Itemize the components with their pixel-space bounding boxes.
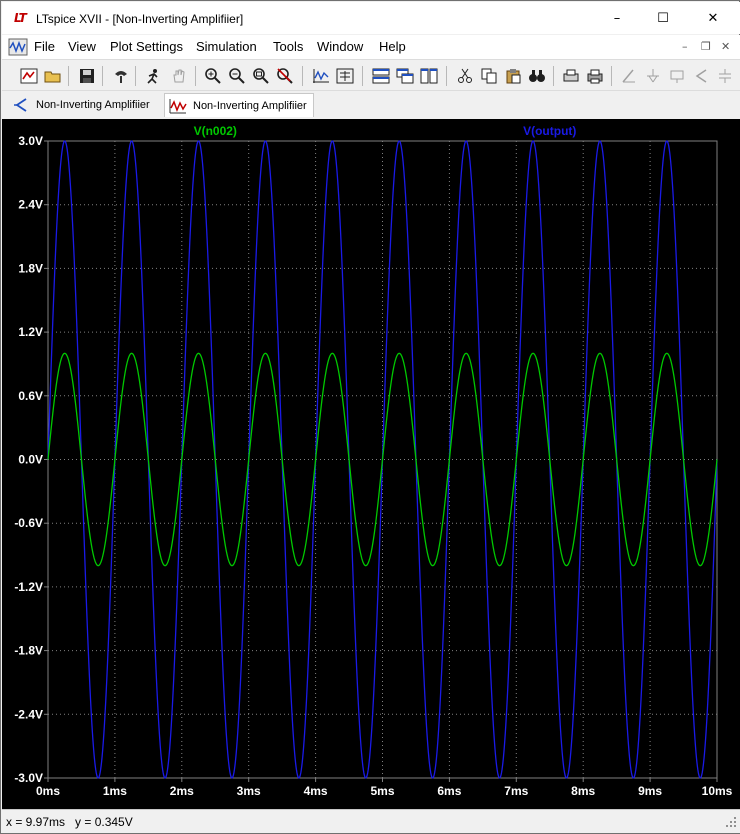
mdi-minimize-button[interactable]: – bbox=[682, 40, 688, 53]
y-tick-label: 2.4V bbox=[18, 198, 43, 212]
toolbar-separator bbox=[135, 66, 136, 86]
x-tick-label: 3ms bbox=[237, 784, 261, 798]
toolbar bbox=[2, 59, 740, 91]
trace-label-v-output: V(output) bbox=[523, 124, 576, 138]
toolbar-separator bbox=[611, 66, 612, 86]
y-tick-label: 1.8V bbox=[18, 261, 43, 275]
maximize-button[interactable]: ☐ bbox=[657, 10, 669, 26]
window-title: LTspice XVII - [Non-Inverting Amplifiier… bbox=[36, 12, 244, 26]
y-tick-label: -2.4V bbox=[14, 707, 43, 721]
minimize-button[interactable]: – bbox=[613, 10, 621, 26]
y-tick-label: 0.0V bbox=[18, 453, 43, 467]
x-tick-label: 0ms bbox=[36, 784, 60, 798]
x-tick-label: 10ms bbox=[702, 784, 733, 798]
mdi-restore-button[interactable]: ❐ bbox=[701, 40, 711, 53]
series-line-v-n002 bbox=[47, 352, 718, 567]
run-icon[interactable] bbox=[142, 66, 164, 86]
mdi-close-button[interactable]: ✕ bbox=[721, 40, 731, 53]
paste-icon[interactable] bbox=[502, 66, 524, 86]
menu-plot-settings[interactable]: Plot Settings bbox=[110, 39, 183, 54]
trace-label-v-n002: V(n002) bbox=[194, 124, 237, 138]
status-bar: x = 9.97ms y = 0.345V bbox=[2, 809, 740, 833]
x-tick-label: 6ms bbox=[437, 784, 461, 798]
ltspice-logo-icon: LT bbox=[14, 11, 27, 25]
menu-simulation[interactable]: Simulation bbox=[196, 39, 257, 54]
x-tick-label: 4ms bbox=[304, 784, 328, 798]
menu-help[interactable]: Help bbox=[379, 39, 406, 54]
title-bar: LT LTspice XVII - [Non-Inverting Amplifi… bbox=[2, 2, 740, 34]
menu-view[interactable]: View bbox=[68, 39, 96, 54]
toolbar-separator bbox=[68, 66, 69, 86]
toolbar-separator bbox=[195, 66, 196, 86]
resistor-icon[interactable] bbox=[714, 66, 736, 86]
find-icon[interactable] bbox=[526, 66, 548, 86]
zoom-cancel-icon[interactable] bbox=[274, 66, 296, 86]
menu-file[interactable]: File bbox=[34, 39, 55, 54]
waveform-chart[interactable]: 0ms 1ms 2ms 3ms 4ms 5ms 6ms 7ms 8ms 9ms 10ms 3.0V 2.… bbox=[2, 119, 740, 809]
y-tick-label: 0.6V bbox=[18, 389, 43, 403]
resize-grip-icon[interactable] bbox=[725, 816, 737, 828]
waveform-icon bbox=[169, 98, 187, 114]
toolbar-separator bbox=[446, 66, 447, 86]
component-icon[interactable] bbox=[690, 66, 712, 86]
save-icon[interactable] bbox=[76, 66, 98, 86]
y-tick-label: -0.6V bbox=[14, 516, 43, 530]
tab-label: Non-Inverting Amplifiier bbox=[193, 99, 307, 112]
wire-icon[interactable] bbox=[618, 66, 640, 86]
schematic-icon bbox=[12, 97, 30, 113]
x-tick-label: 5ms bbox=[370, 784, 394, 798]
y-tick-label: 1.2V bbox=[18, 325, 43, 339]
document-waveform-icon[interactable] bbox=[8, 38, 28, 56]
toolbar-separator bbox=[362, 66, 363, 86]
toolbar-separator bbox=[553, 66, 554, 86]
schematic-new-icon[interactable] bbox=[18, 66, 40, 86]
tab-waveform[interactable]: Non-Inverting Amplifiier bbox=[164, 93, 314, 117]
zoom-in-icon[interactable] bbox=[202, 66, 224, 86]
zoom-fit-icon[interactable] bbox=[250, 66, 272, 86]
x-tick-label: 8ms bbox=[571, 784, 595, 798]
open-folder-icon[interactable] bbox=[42, 66, 64, 86]
y-tick-label: -3.0V bbox=[14, 771, 43, 785]
x-tick-label: 7ms bbox=[504, 784, 528, 798]
label-icon[interactable] bbox=[666, 66, 688, 86]
print-icon[interactable] bbox=[584, 66, 606, 86]
copy-icon[interactable] bbox=[478, 66, 500, 86]
control-panel-icon[interactable] bbox=[110, 66, 132, 86]
tile-horizontal-icon[interactable] bbox=[370, 66, 392, 86]
y-tick-label: -1.8V bbox=[14, 644, 43, 658]
y-tick-label: 3.0V bbox=[18, 134, 43, 148]
x-tick-label: 1ms bbox=[103, 784, 127, 798]
menu-tools[interactable]: Tools bbox=[273, 39, 304, 54]
tile-vertical-icon[interactable] bbox=[418, 66, 440, 86]
pan-hand-icon[interactable] bbox=[168, 66, 190, 86]
ground-icon[interactable] bbox=[642, 66, 664, 86]
close-button[interactable]: ✕ bbox=[707, 10, 719, 26]
tab-schematic[interactable]: Non-Inverting Amplifiier bbox=[8, 93, 156, 117]
x-tick-label: 2ms bbox=[170, 784, 194, 798]
cut-icon[interactable] bbox=[454, 66, 476, 86]
y-tick-label: -1.2V bbox=[14, 580, 43, 594]
menu-bar: File View Plot Settings Simulation Tools… bbox=[2, 35, 740, 59]
cascade-icon[interactable] bbox=[394, 66, 416, 86]
manual-limits-icon[interactable] bbox=[334, 66, 356, 86]
tab-label: Non-Inverting Amplifiier bbox=[36, 99, 150, 111]
print-preview-icon[interactable] bbox=[560, 66, 582, 86]
waveform-plot-pane[interactable]: 0ms 1ms 2ms 3ms 4ms 5ms 6ms 7ms 8ms 9ms 10ms 3.0V 2.… bbox=[2, 119, 740, 809]
document-tab-bar: Non-Inverting Amplifiier Non-Inverting A… bbox=[2, 91, 740, 119]
toolbar-separator bbox=[302, 66, 303, 86]
autorange-icon[interactable] bbox=[310, 66, 332, 86]
zoom-out-icon[interactable] bbox=[226, 66, 248, 86]
cursor-readout: x = 9.97ms y = 0.345V bbox=[6, 815, 133, 829]
toolbar-separator bbox=[102, 66, 103, 86]
menu-window[interactable]: Window bbox=[317, 39, 364, 54]
x-tick-label: 9ms bbox=[638, 784, 662, 798]
